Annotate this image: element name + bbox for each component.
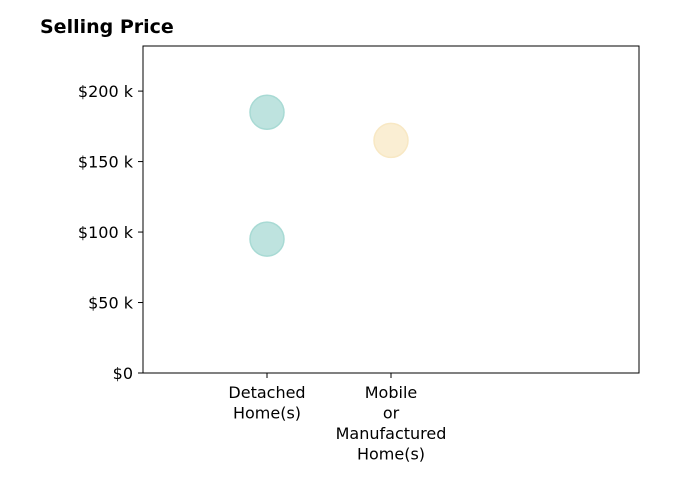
data-point xyxy=(249,221,285,257)
data-point xyxy=(249,94,285,130)
x-tick-label: Mobile or Manufactured Home(s) xyxy=(336,383,447,464)
x-axis: Detached Home(s) Mobile or Manufactured Home(… xyxy=(228,373,446,464)
plot-area-frame xyxy=(142,45,640,374)
x-tick-label-line: Manufactured xyxy=(336,424,447,443)
y-tick-label: $0 xyxy=(113,364,133,383)
y-tick-label: $200 k xyxy=(78,82,134,101)
y-axis: $0 $50 k $100 k $150 k $200 k xyxy=(78,82,143,383)
x-tick-label: Detached Home(s) xyxy=(228,383,305,423)
chart-title: Selling Price xyxy=(40,16,174,38)
y-tick-label: $100 k xyxy=(78,223,134,242)
chart-marks xyxy=(249,94,409,257)
y-tick-label: $50 k xyxy=(88,294,134,313)
x-tick-label-line: or xyxy=(383,404,400,423)
x-tick-label-line: Mobile xyxy=(365,383,417,402)
data-point xyxy=(373,122,409,159)
y-tick-label: $150 k xyxy=(78,153,134,172)
x-tick-label-line: Home(s) xyxy=(233,404,301,423)
x-tick-label-line: Home(s) xyxy=(357,445,425,464)
x-tick-label-line: Detached xyxy=(228,383,305,402)
